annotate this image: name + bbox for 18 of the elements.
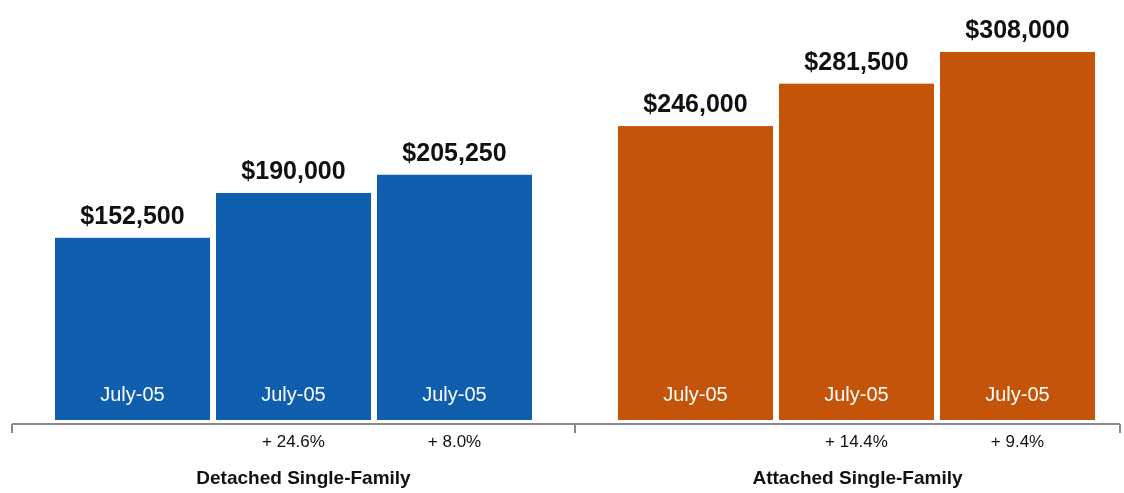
x-tick-label: July-05 xyxy=(422,383,487,405)
data-label: $308,000 xyxy=(965,15,1070,43)
x-tick-label: July-05 xyxy=(261,383,326,405)
x-tick-label: July-05 xyxy=(100,383,165,405)
text: + 9.4% xyxy=(990,432,1045,451)
x-tick-label: July-05 xyxy=(985,383,1050,405)
x-axis-title: Detached Single-Family xyxy=(196,467,412,488)
text: + 24.6% xyxy=(262,432,325,451)
data-label: $190,000 xyxy=(241,155,346,184)
x-tick-label: July-05 xyxy=(663,383,728,405)
data-label: $246,000 xyxy=(643,89,748,118)
data-label: $281,500 xyxy=(804,46,909,75)
data-label: $152,500 xyxy=(80,200,185,229)
data-label: $205,250 xyxy=(402,137,507,166)
x-tick-label: July-05 xyxy=(824,383,889,405)
text: + 14.4% xyxy=(825,432,888,451)
text: + 8.0% xyxy=(427,432,482,451)
x-axis-title: Attached Single-Family xyxy=(752,467,963,488)
